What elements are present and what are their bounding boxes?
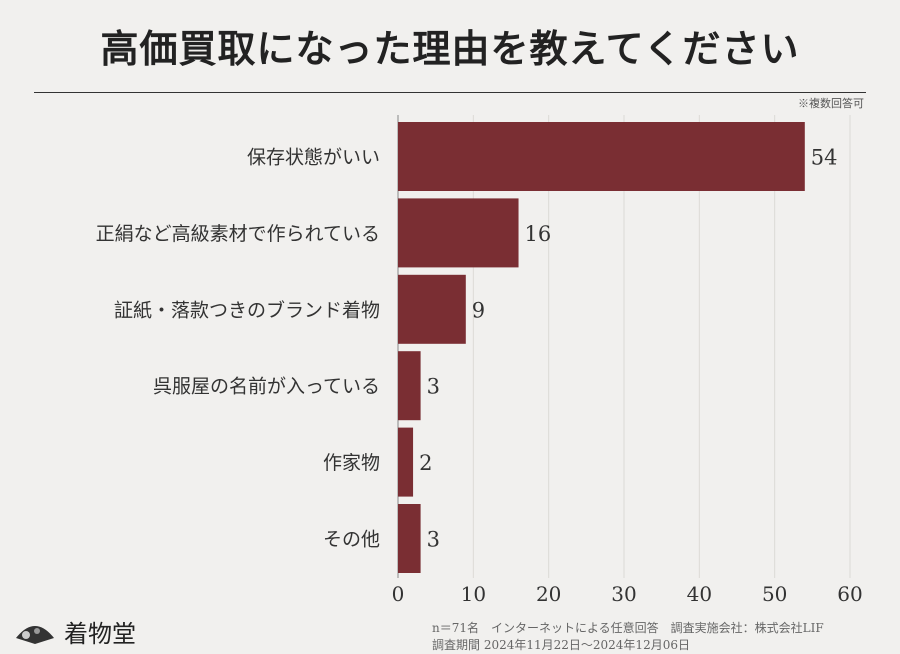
footer-line-2: 調査期間 2024年11月22日～2024年12月06日	[432, 638, 690, 652]
data-label: 2	[419, 451, 432, 475]
logo: 着物堂	[12, 614, 136, 649]
category-label: 作家物	[323, 452, 380, 474]
data-label: 3	[427, 375, 440, 399]
x-tick-label: 0	[392, 582, 405, 606]
footer-line-1: n＝71名 インターネットによる任意回答 調査実施会社：株式会社LIF	[432, 621, 824, 635]
category-label: 証紙・落款つきのブランド着物	[114, 298, 380, 321]
x-tick-label: 60	[837, 582, 862, 606]
bar	[398, 427, 414, 497]
category-label: その他	[323, 529, 380, 551]
data-label: 54	[811, 146, 838, 170]
fan-logo-icon	[16, 625, 54, 644]
x-tick-label: 20	[536, 582, 561, 606]
bar	[398, 122, 805, 191]
data-label: 9	[472, 298, 485, 322]
bar	[398, 504, 421, 573]
multiple-answers-note: ※複数回答可	[798, 97, 864, 110]
x-tick-label: 30	[611, 582, 636, 606]
category-label: 正絹など高級素材で作られている	[96, 223, 380, 245]
logo-text: 着物堂	[64, 620, 136, 648]
bar	[398, 351, 421, 421]
chart-title: 高価買取になった理由を教えてください	[100, 26, 800, 71]
data-label: 16	[525, 222, 552, 246]
x-tick-label: 50	[762, 582, 787, 606]
title-divider	[34, 92, 866, 93]
category-label: 呉服屋の名前が入っている	[153, 376, 380, 398]
x-tick-label: 10	[461, 582, 486, 606]
category-label: 保存状態がいい	[247, 147, 380, 169]
bar	[398, 198, 519, 268]
bar	[398, 274, 466, 344]
data-label: 3	[427, 528, 440, 552]
survey-footer: n＝71名 インターネットによる任意回答 調査実施会社：株式会社LIF 調査期間…	[432, 620, 824, 654]
x-tick-label: 40	[687, 582, 712, 606]
